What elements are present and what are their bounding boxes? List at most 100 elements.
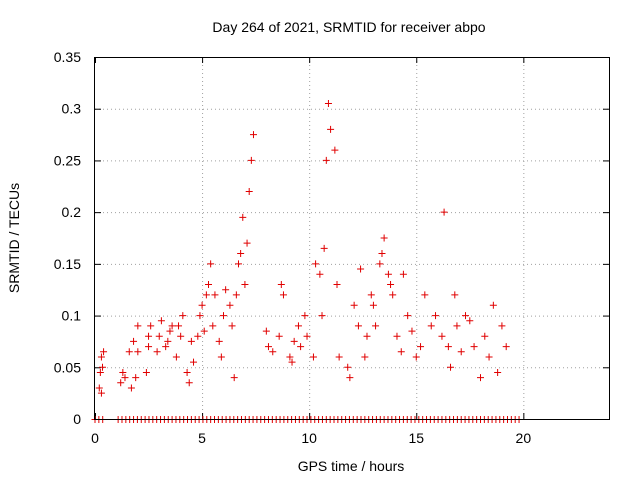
data-point — [294, 322, 302, 330]
data-point — [130, 337, 138, 345]
data-point — [262, 327, 270, 335]
data-point — [404, 312, 412, 320]
data-point — [211, 291, 219, 299]
data-point — [198, 301, 206, 309]
data-point — [245, 187, 253, 195]
data-point — [346, 374, 354, 382]
data-point — [215, 337, 223, 345]
data-point — [243, 239, 251, 247]
data-point — [164, 337, 172, 345]
data-point — [153, 348, 161, 356]
data-point — [361, 353, 369, 361]
x-tick-label: 0 — [91, 430, 99, 446]
data-point — [378, 250, 386, 258]
data-point — [380, 234, 388, 242]
data-point — [288, 358, 296, 366]
data-point — [194, 332, 202, 340]
data-point — [372, 322, 380, 330]
data-point — [354, 322, 362, 330]
data-point — [95, 384, 103, 392]
data-point — [119, 368, 127, 376]
data-point — [264, 343, 272, 351]
data-point — [357, 265, 365, 273]
data-point — [312, 260, 320, 268]
data-point — [226, 301, 234, 309]
data-point — [98, 363, 106, 371]
data-point — [127, 384, 135, 392]
data-point — [96, 368, 104, 376]
data-point — [451, 291, 459, 299]
data-point — [132, 374, 140, 382]
data-point — [393, 332, 401, 340]
data-point — [290, 337, 298, 345]
data-point — [387, 281, 395, 289]
data-point — [205, 281, 213, 289]
data-point — [324, 100, 332, 108]
data-point — [97, 389, 105, 397]
data-point — [97, 353, 105, 361]
data-point — [498, 322, 506, 330]
data-point — [466, 317, 474, 325]
data-point — [303, 332, 311, 340]
data-point — [234, 260, 242, 268]
y-tick-label: 0.15 — [54, 256, 81, 272]
x-tick-label: 10 — [301, 430, 317, 446]
data-point — [217, 353, 225, 361]
data-point — [209, 322, 217, 330]
y-axis-label: SRMTID / TECUs — [6, 183, 22, 293]
data-point — [100, 348, 108, 356]
data-point — [327, 125, 335, 133]
plot-frame — [94, 57, 610, 420]
data-point — [147, 322, 155, 330]
data-point — [157, 317, 165, 325]
data-point — [421, 291, 429, 299]
data-point — [185, 379, 193, 387]
x-tick-labels: 0 5 10 15 20 — [91, 430, 531, 446]
data-point — [237, 250, 245, 258]
data-point — [502, 343, 510, 351]
chart-title: Day 264 of 2021, SRMTID for receiver abp… — [212, 19, 485, 35]
data-point — [494, 368, 502, 376]
data-point — [318, 312, 326, 320]
data-point — [432, 312, 440, 320]
data-point — [134, 322, 142, 330]
data-point — [297, 343, 305, 351]
x-axis-label: GPS time / hours — [298, 458, 405, 474]
data-point — [200, 327, 208, 335]
data-point — [301, 312, 309, 320]
data-point — [275, 332, 283, 340]
data-point — [177, 332, 185, 340]
data-point — [350, 301, 358, 309]
data-point — [228, 322, 236, 330]
data-point — [220, 312, 227, 320]
data-point — [239, 213, 247, 221]
data-point — [202, 291, 210, 299]
data-point — [269, 348, 277, 356]
data-point — [363, 332, 371, 340]
data-point — [489, 301, 497, 309]
data-point — [477, 374, 484, 382]
data-point — [322, 156, 330, 164]
data-point — [187, 337, 195, 345]
x-tick-label: 5 — [198, 430, 206, 446]
data-point — [117, 379, 125, 387]
data-point — [412, 353, 420, 361]
x-tick-label: 15 — [408, 430, 424, 446]
y-tick-label: 0.3 — [62, 101, 82, 117]
y-tick-label: 0.35 — [54, 49, 81, 65]
data-point — [179, 312, 187, 320]
data-point — [417, 343, 425, 351]
data-point — [440, 208, 448, 216]
data-point — [125, 348, 133, 356]
data-point — [222, 286, 230, 294]
data-point — [333, 281, 341, 289]
data-point — [438, 332, 446, 340]
data-point — [168, 322, 176, 330]
data-point — [335, 353, 343, 361]
data-point — [481, 332, 489, 340]
data-point — [408, 327, 416, 335]
data-point — [320, 244, 328, 252]
data-point — [247, 156, 255, 164]
data-point — [384, 270, 392, 278]
